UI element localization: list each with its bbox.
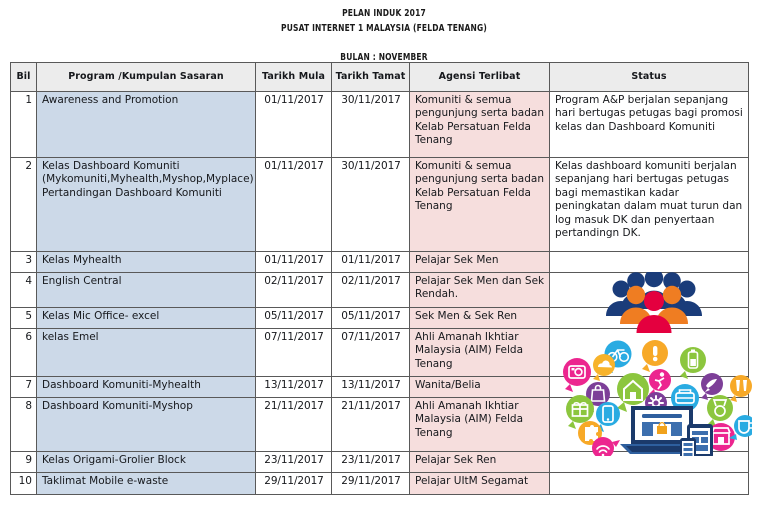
cell-bil: 10 — [10, 472, 37, 495]
cell-bil: 8 — [10, 397, 37, 452]
cell-program: Kelas Origami-Grolier Block — [36, 451, 256, 473]
cell-tarikh-mula: 29/11/2017 — [255, 472, 332, 495]
doc-title-line-2: PUSAT INTERNET 1 MALAYSIA (FELDA TENANG) — [281, 23, 487, 34]
cell-bil: 1 — [10, 91, 37, 158]
cell-tarikh-mula: 01/11/2017 — [255, 157, 332, 252]
cell-program: Awareness and Promotion — [36, 91, 256, 158]
cell-status — [549, 307, 749, 329]
doc-title-line-1: PELAN INDUK 2017 — [342, 8, 426, 19]
cell-tarikh-mula: 13/11/2017 — [255, 376, 332, 398]
cell-program: Kelas Mic Office- excel — [36, 307, 256, 329]
column-header-agensi-terlibat: Agensi Terlibat — [409, 62, 550, 92]
table-row: 2 Kelas Dashboard Komuniti (Mykomuniti,My… — [10, 157, 749, 252]
cell-agensi: Komuniti & semua pengunjung serta badan … — [409, 157, 550, 252]
cell-status — [549, 472, 749, 495]
cell-status — [549, 451, 749, 473]
cell-tarikh-tamat: 30/11/2017 — [331, 91, 410, 158]
document-heading: PELAN INDUK 2017 PUSAT INTERNET 1 MALAYS… — [0, 0, 768, 65]
cell-tarikh-mula: 01/11/2017 — [255, 251, 332, 273]
cell-agensi: Komuniti & semua pengunjung serta badan … — [409, 91, 550, 158]
cell-agensi: Pelajar Sek Men — [409, 251, 550, 273]
plan-induk-table: Bil Program /Kumpulan Sasaran Tarikh Mul… — [10, 62, 749, 495]
table-row: 4 English Central 02/11/2017 02/11/2017 Pela… — [10, 272, 749, 308]
cell-bil: 5 — [10, 307, 37, 329]
table-row: 9 Kelas Origami-Grolier Block 23/11/2017 23… — [10, 451, 749, 473]
cell-tarikh-mula: 01/11/2017 — [255, 91, 332, 158]
cell-agensi: Wanita/Belia — [409, 376, 550, 398]
table-header: Bil Program /Kumpulan Sasaran Tarikh Mul… — [10, 62, 749, 92]
cell-bil: 4 — [10, 272, 37, 308]
cell-program: Kelas Dashboard Komuniti (Mykomuniti,Myh… — [36, 157, 256, 252]
cell-tarikh-tamat: 05/11/2017 — [331, 307, 410, 329]
cell-agensi: Pelajar Sek Men dan Sek Rendah. — [409, 272, 550, 308]
cell-tarikh-tamat: 21/11/2017 — [331, 397, 410, 452]
cell-status — [549, 328, 749, 377]
cell-status — [549, 251, 749, 273]
table-row: 5 Kelas Mic Office- excel 05/11/2017 05/11/… — [10, 307, 749, 329]
cell-tarikh-mula: 07/11/2017 — [255, 328, 332, 377]
table-row: 6 kelas Emel 07/11/2017 07/11/2017 Ahli Aman… — [10, 328, 749, 377]
cell-program: Taklimat Mobile e-waste — [36, 472, 256, 495]
cell-tarikh-tamat: 01/11/2017 — [331, 251, 410, 273]
cell-bil: 7 — [10, 376, 37, 398]
cell-agensi: Pelajar Sek Ren — [409, 451, 550, 473]
table-body: 1 Awareness and Promotion 01/11/2017 30/11/… — [10, 91, 749, 495]
cell-tarikh-tamat: 02/11/2017 — [331, 272, 410, 308]
cell-status: Kelas dashboard komuniti berjalan sepanj… — [549, 157, 749, 252]
cell-status — [549, 376, 749, 398]
column-header-tarikh-tamat: Tarikh Tamat — [331, 62, 410, 92]
plan-table-container: Bil Program /Kumpulan Sasaran Tarikh Mul… — [10, 62, 749, 495]
cell-program: Dashboard Komuniti-Myhealth — [36, 376, 256, 398]
table-row: 3 Kelas Myhealth 01/11/2017 01/11/2017 Pelaj… — [10, 251, 749, 273]
cell-bil: 6 — [10, 328, 37, 377]
cell-program: kelas Emel — [36, 328, 256, 377]
cell-tarikh-mula: 02/11/2017 — [255, 272, 332, 308]
cell-agensi: Sek Men & Sek Ren — [409, 307, 550, 329]
cell-program: English Central — [36, 272, 256, 308]
table-header-row: Bil Program /Kumpulan Sasaran Tarikh Mul… — [10, 62, 749, 92]
cell-program: Kelas Myhealth — [36, 251, 256, 273]
cell-agensi: Pelajar UItM Segamat — [409, 472, 550, 495]
column-header-program: Program /Kumpulan Sasaran — [36, 62, 256, 92]
table-row: 8 Dashboard Komuniti-Myshop 21/11/2017 21/1… — [10, 397, 749, 452]
cell-status — [549, 272, 749, 308]
cell-bil: 9 — [10, 451, 37, 473]
cell-tarikh-tamat: 30/11/2017 — [331, 157, 410, 252]
column-header-status: Status — [549, 62, 749, 92]
doc-month-line: BULAN : NOVEMBER — [340, 52, 428, 63]
cell-agensi: Ahli Amanah Ikhtiar Malaysia (AIM) Felda… — [409, 397, 550, 452]
cell-bil: 2 — [10, 157, 37, 252]
table-row: 7 Dashboard Komuniti-Myhealth 13/11/2017 13… — [10, 376, 749, 398]
cell-status — [549, 397, 749, 452]
cell-agensi: Ahli Amanah Ikhtiar Malaysia (AIM) Felda… — [409, 328, 550, 377]
table-row: 1 Awareness and Promotion 01/11/2017 30/11/… — [10, 91, 749, 158]
cell-status: Program A&P berjalan sepanjang hari bert… — [549, 91, 749, 158]
cell-tarikh-tamat: 13/11/2017 — [331, 376, 410, 398]
column-header-bil: Bil — [10, 62, 37, 92]
cell-bil: 3 — [10, 251, 37, 273]
cell-tarikh-mula: 23/11/2017 — [255, 451, 332, 473]
cell-tarikh-tamat: 23/11/2017 — [331, 451, 410, 473]
cell-tarikh-tamat: 07/11/2017 — [331, 328, 410, 377]
cell-tarikh-tamat: 29/11/2017 — [331, 472, 410, 495]
cell-tarikh-mula: 05/11/2017 — [255, 307, 332, 329]
table-row: 10 Taklimat Mobile e-waste 29/11/2017 29/11… — [10, 472, 749, 495]
cell-tarikh-mula: 21/11/2017 — [255, 397, 332, 452]
column-header-tarikh-mula: Tarikh Mula — [255, 62, 332, 92]
cell-program: Dashboard Komuniti-Myshop — [36, 397, 256, 452]
